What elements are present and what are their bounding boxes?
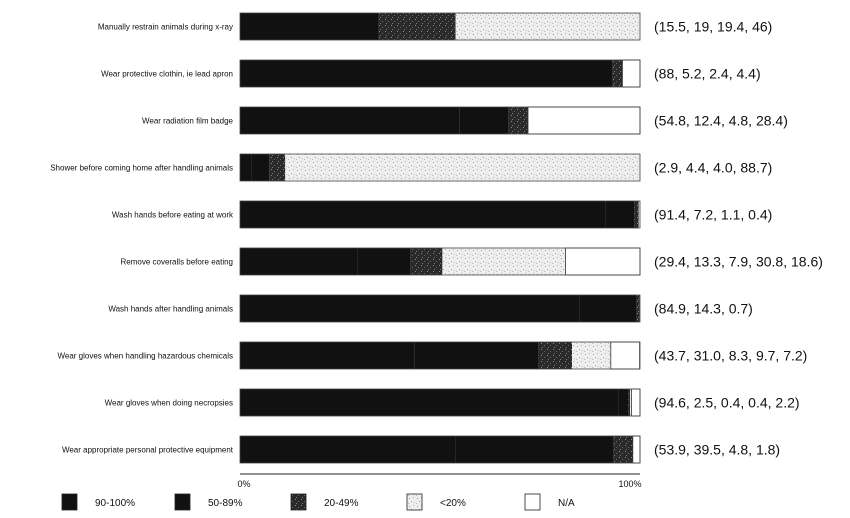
bar-outline	[239, 106, 641, 135]
bar-segment	[302, 13, 378, 40]
bar-segment	[618, 389, 629, 416]
data-label: (15.5, 19, 19.4, 46)	[654, 19, 772, 35]
bar-segment	[240, 436, 456, 463]
bar-segment	[579, 295, 637, 322]
x-tick-label: 0%	[237, 479, 250, 489]
bar-segment	[610, 341, 640, 370]
bar-segment	[628, 389, 630, 416]
legend: 90-100% 50-89% 20-49% <20% N/A	[61, 493, 575, 511]
category-label: Wear gloves when handling hazardous chem…	[57, 352, 233, 361]
bar-segment	[455, 436, 614, 463]
data-labels: (15.5, 19, 19.4, 46) (88, 5.2, 2.4, 4.4) (…	[654, 19, 823, 458]
bar-segment	[269, 154, 286, 181]
category-label: Manually restrain animals during x-ray	[98, 23, 233, 32]
bar-segment	[240, 389, 619, 416]
bar-segment	[240, 201, 606, 228]
bar-segment	[251, 154, 270, 181]
category-labels: Manually restrain animals during x-ray We…	[50, 23, 234, 455]
bar-segment	[634, 201, 639, 228]
category-label: Shower before coming home after handling…	[50, 164, 233, 173]
bar-segment	[527, 106, 641, 135]
bar-segment	[240, 295, 580, 322]
data-label: (91.4, 7.2, 1.1, 0.4)	[654, 207, 772, 223]
bar-outline	[239, 294, 641, 323]
bar-segment	[455, 13, 640, 40]
bar-segment	[410, 248, 443, 275]
category-label: Wash hands after handling animals	[108, 305, 233, 314]
bar-outline	[239, 247, 641, 276]
data-label: (88, 5.2, 2.4, 4.4)	[654, 66, 761, 82]
bar-segment	[240, 248, 358, 275]
bar-segment	[631, 388, 641, 417]
data-label: (2.9, 4.4, 4.0, 88.7)	[654, 160, 772, 176]
bar-segment	[638, 201, 640, 228]
data-label: (54.8, 12.4, 4.8, 28.4)	[654, 113, 788, 129]
category-label: Wear gloves when doing necropsies	[105, 399, 233, 408]
legend-label: 20-49%	[324, 498, 359, 509]
legend-label: 90-100%	[95, 498, 135, 509]
bar-segment	[572, 342, 611, 369]
bar-segment	[613, 436, 633, 463]
legend-swatch	[290, 493, 307, 511]
bar-segment	[414, 342, 539, 369]
bar-segment	[240, 60, 592, 87]
data-label: (94.6, 2.5, 0.4, 0.4, 2.2)	[654, 395, 800, 411]
bar-segment	[605, 201, 635, 228]
bar-outline	[239, 12, 641, 41]
bar-outline	[239, 341, 641, 370]
data-label: (53.9, 39.5, 4.8, 1.8)	[654, 442, 780, 458]
legend-swatch	[406, 493, 423, 511]
bar-segment	[508, 107, 528, 134]
legend-label: N/A	[558, 498, 575, 509]
bar-outline	[239, 59, 641, 88]
bar-segment	[622, 59, 641, 88]
bar-segment	[630, 389, 632, 416]
legend-swatch	[174, 493, 191, 511]
category-label: Wear protective clothin, ie lead apron	[101, 70, 233, 79]
bar-outline	[239, 435, 641, 464]
bar-segment	[240, 342, 415, 369]
bar-segment	[459, 107, 509, 134]
bar-segment	[632, 435, 641, 464]
x-axis: 0% 100%	[237, 473, 642, 489]
bar-segment	[285, 154, 640, 181]
bar-outline	[239, 388, 641, 417]
bar-segment	[612, 60, 623, 87]
category-label: Remove coveralls before eating	[120, 258, 233, 267]
bar-segment	[636, 295, 640, 322]
bar-segment	[240, 154, 252, 181]
bar-segment	[378, 13, 456, 40]
bar-segment	[592, 60, 613, 87]
category-label: Wear radiation film badge	[142, 117, 234, 126]
data-label: (43.7, 31.0, 8.3, 9.7, 7.2)	[654, 348, 807, 364]
x-tick-label: 100%	[618, 479, 641, 489]
data-label: (84.9, 14.3, 0.7)	[654, 301, 753, 317]
bar-segment	[565, 247, 641, 276]
category-label: Wear appropriate personal protective equ…	[62, 446, 234, 455]
legend-label: <20%	[440, 498, 466, 509]
legend-swatch	[524, 493, 541, 511]
bar-segment	[538, 342, 572, 369]
legend-label: 50-89%	[208, 498, 243, 509]
data-label: (29.4, 13.3, 7.9, 30.8, 18.6)	[654, 254, 823, 270]
category-label: Wash hands before eating at work	[112, 211, 234, 220]
bar-segment	[442, 248, 566, 275]
bars	[239, 12, 641, 464]
bar-segment	[240, 107, 460, 134]
bar-segment	[240, 13, 302, 40]
legend-swatch	[61, 493, 78, 511]
bar-outline	[239, 200, 641, 229]
bar-segment	[357, 248, 411, 275]
bar-outline	[239, 153, 641, 182]
